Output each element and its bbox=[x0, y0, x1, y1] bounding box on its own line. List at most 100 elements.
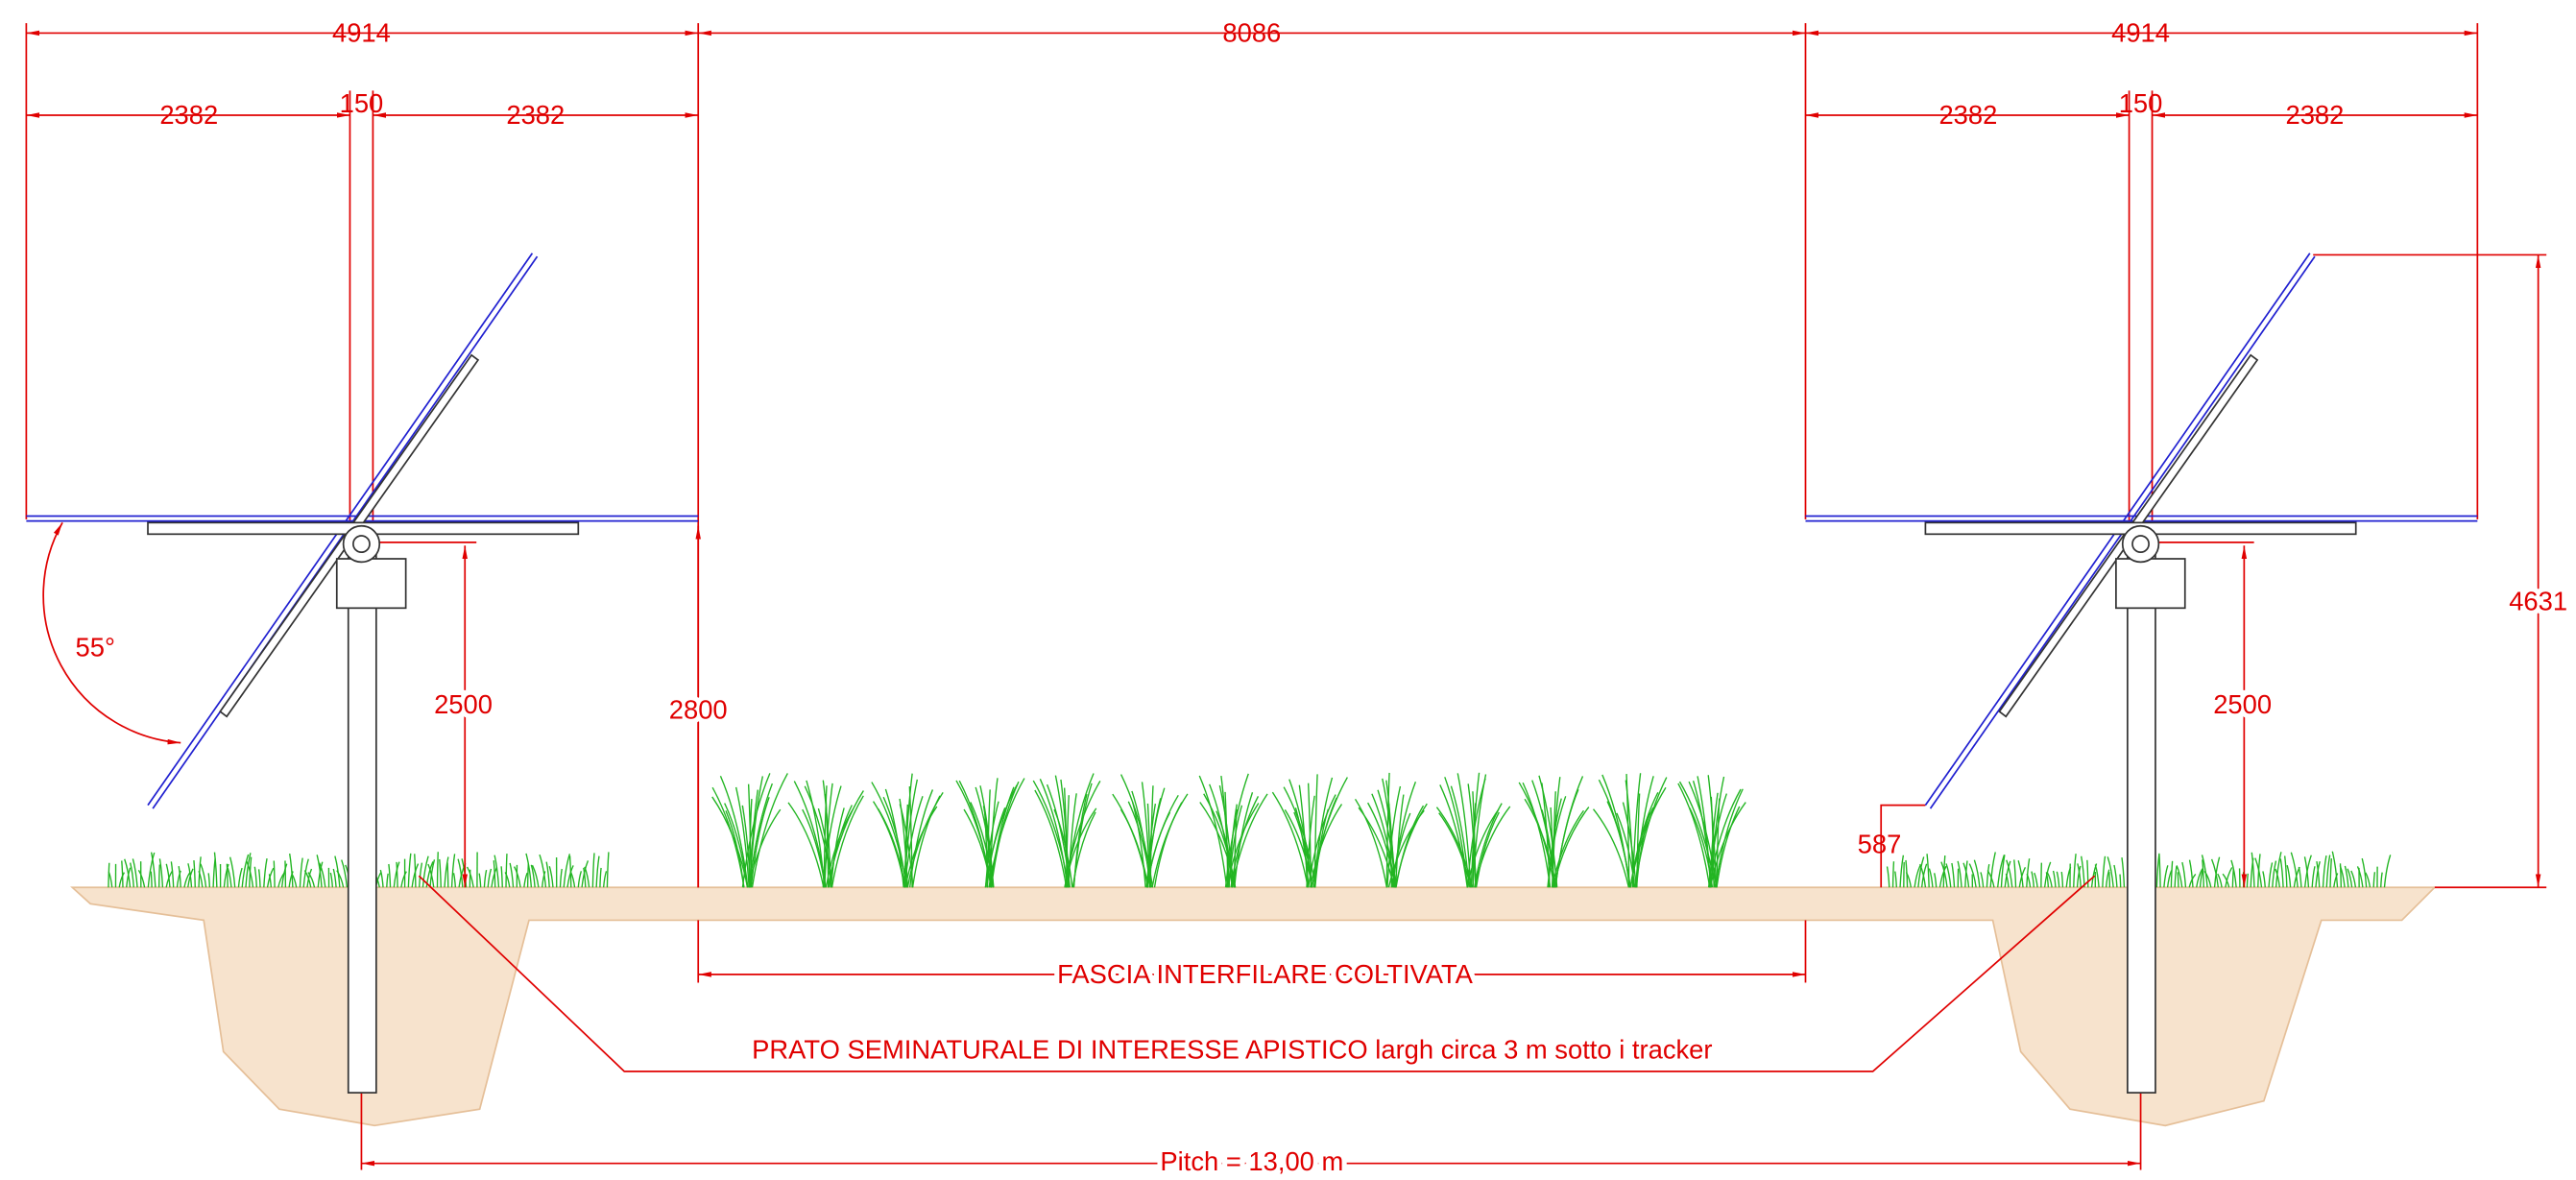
grass-blade bbox=[268, 874, 273, 888]
grass-blade bbox=[584, 866, 590, 888]
grass-blade bbox=[273, 860, 276, 888]
grass-blade bbox=[2166, 870, 2173, 888]
grass-blade bbox=[1905, 872, 1913, 888]
grass-blade bbox=[602, 871, 608, 888]
grass-blade bbox=[1891, 861, 1895, 888]
grass-blade bbox=[2108, 872, 2111, 888]
grass-blade bbox=[1677, 783, 1711, 888]
note-prato: PRATO SEMINATURALE DI INTERESSE APISTICO… bbox=[752, 1035, 1712, 1065]
grass-blade bbox=[2246, 873, 2249, 888]
grass-blade bbox=[750, 797, 770, 888]
grass-blade bbox=[334, 855, 341, 888]
grass-blade bbox=[1894, 871, 1897, 888]
dimension-label: 2500 bbox=[2213, 689, 2272, 719]
grass-blade bbox=[2329, 858, 2333, 888]
grass-blade bbox=[450, 854, 456, 888]
grass-blade bbox=[227, 867, 232, 888]
grass-blade bbox=[2060, 871, 2064, 888]
grass-blade bbox=[2013, 859, 2017, 888]
grass-blade bbox=[427, 863, 435, 888]
grass-blade bbox=[2315, 860, 2321, 888]
labels: 4914 8086 4914 2382 150 2382 2382 150 23… bbox=[76, 17, 2573, 1180]
grass-blade bbox=[2383, 855, 2392, 888]
grass-blade bbox=[569, 872, 576, 888]
grass-blade bbox=[606, 852, 610, 888]
grass-blade bbox=[108, 871, 113, 888]
grass-blade bbox=[568, 855, 572, 888]
grass-blade bbox=[1151, 793, 1189, 888]
grass-blade bbox=[198, 856, 202, 888]
grass-blade bbox=[1920, 863, 1928, 888]
grass-blade bbox=[530, 864, 536, 888]
grass-blade bbox=[241, 854, 250, 888]
grass-blade bbox=[1392, 782, 1417, 888]
dimension-label: 2500 bbox=[434, 689, 493, 719]
grass-blade bbox=[2052, 870, 2057, 888]
grass-blade bbox=[909, 789, 934, 888]
grass-blade bbox=[531, 864, 540, 888]
grass-blade bbox=[2045, 872, 2050, 888]
grass-blade bbox=[245, 853, 252, 888]
grass-blade bbox=[903, 779, 919, 888]
grass-blade bbox=[176, 870, 181, 888]
grass-blade bbox=[299, 857, 303, 888]
grass-blade bbox=[725, 810, 745, 888]
grass-blade bbox=[2121, 857, 2126, 888]
grass-blade bbox=[213, 852, 218, 888]
grass-blade bbox=[2201, 855, 2208, 888]
grass-blade bbox=[2344, 865, 2349, 888]
grass-blade bbox=[121, 860, 124, 888]
grass-blade bbox=[425, 861, 434, 888]
grass-blade bbox=[316, 855, 323, 888]
grass-blade bbox=[1986, 870, 1995, 888]
grass-blade bbox=[559, 868, 563, 888]
dimension-label: 4631 bbox=[2509, 586, 2567, 615]
grass-blade bbox=[523, 872, 528, 888]
grass-blade bbox=[478, 873, 482, 888]
grass-blade bbox=[2174, 866, 2178, 888]
grass-blade bbox=[1034, 789, 1068, 888]
grass-blade bbox=[830, 807, 845, 888]
grass-blade bbox=[2026, 873, 2032, 888]
grass-blade bbox=[411, 863, 420, 888]
grass-blade bbox=[1598, 779, 1631, 888]
grass-blade bbox=[226, 863, 229, 888]
grass-blade bbox=[1886, 866, 1890, 888]
grass-blade bbox=[1980, 872, 1985, 888]
grass-blade bbox=[2275, 852, 2282, 888]
grass-blade bbox=[906, 792, 944, 888]
grass-blade bbox=[2275, 868, 2280, 888]
grass-blade bbox=[595, 855, 600, 888]
grass-blade bbox=[1308, 794, 1336, 888]
grass-blade bbox=[583, 867, 587, 888]
dimension-label: 4914 bbox=[2111, 17, 2170, 47]
grass-blade bbox=[577, 871, 583, 888]
grass-blade bbox=[1926, 854, 1930, 888]
grass-blade bbox=[2311, 866, 2316, 888]
grass-blade bbox=[1547, 796, 1567, 888]
grass-blade bbox=[183, 872, 191, 888]
grass-blade bbox=[157, 864, 161, 888]
grass-blade bbox=[1678, 781, 1717, 888]
grass-blade bbox=[2347, 868, 2353, 888]
grass-blade bbox=[1226, 803, 1260, 888]
dimension-label: 2382 bbox=[506, 100, 565, 130]
grass-blade bbox=[444, 856, 449, 888]
grass-blade bbox=[129, 862, 134, 888]
grass-blade bbox=[1474, 806, 1511, 888]
grass-blade bbox=[1938, 865, 1947, 888]
grass-blade bbox=[2081, 855, 2085, 888]
grass-blade bbox=[2262, 871, 2266, 888]
grass-blade bbox=[1634, 777, 1668, 888]
grass-blade bbox=[1306, 795, 1315, 888]
grass-blade bbox=[132, 858, 138, 888]
grass-blade bbox=[539, 854, 547, 888]
note-pitch: Pitch = 13,00 m bbox=[1160, 1146, 1343, 1176]
grass-blade bbox=[719, 776, 749, 888]
grass-blade bbox=[336, 870, 345, 888]
ground bbox=[70, 886, 2437, 1127]
grass-blade bbox=[439, 858, 442, 888]
grass-blade bbox=[414, 854, 417, 888]
grass-blade bbox=[1064, 781, 1101, 888]
grass-blade bbox=[1629, 786, 1667, 888]
